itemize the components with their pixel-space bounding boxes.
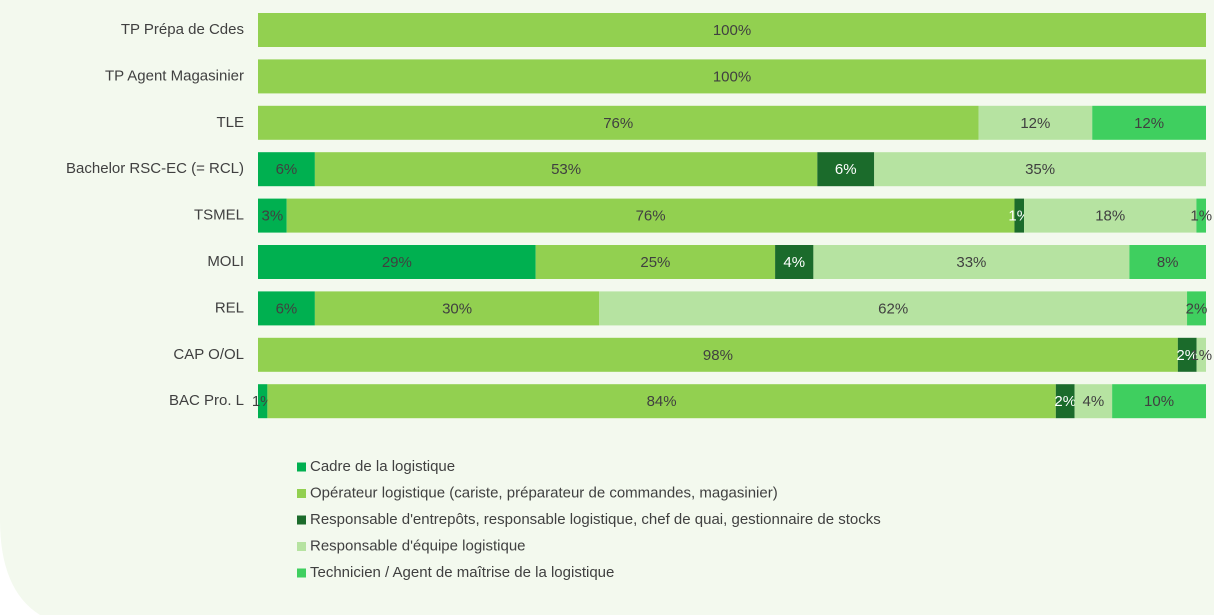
- data-label: 62%: [878, 300, 908, 317]
- legend-label: Opérateur logistique (cariste, préparate…: [310, 484, 778, 501]
- data-label: 4%: [783, 254, 805, 271]
- data-label: 76%: [603, 115, 633, 132]
- legend-label: Technicien / Agent de maîtrise de la log…: [310, 564, 614, 581]
- bar-segment: [813, 245, 1130, 279]
- bar-segment: [314, 291, 600, 326]
- legend-label: Responsable d'entrepôts, responsable log…: [310, 511, 881, 528]
- data-label: 6%: [276, 161, 298, 178]
- bar-segment: [258, 105, 979, 140]
- legend-swatch: [297, 568, 306, 578]
- bar-segment: [775, 245, 814, 279]
- bar-segment: [286, 198, 1015, 233]
- bar-segment: [258, 13, 1206, 47]
- bar-segment: [978, 105, 1093, 140]
- bar-segment: [258, 245, 536, 279]
- data-label: 3%: [262, 208, 284, 225]
- data-label: 25%: [640, 254, 670, 271]
- data-label: 18%: [1095, 208, 1125, 225]
- bar-segment: [1187, 291, 1206, 326]
- category-label: TLE: [216, 114, 244, 131]
- category-label: Bachelor RSC-EC (= RCL): [66, 160, 244, 177]
- data-label: 30%: [442, 300, 472, 317]
- bar-segment: [535, 245, 776, 279]
- data-label: 1%: [1190, 347, 1212, 364]
- data-label: 29%: [382, 254, 412, 271]
- category-label: TP Agent Magasinier: [105, 67, 244, 84]
- bar-segment: [258, 59, 1206, 94]
- bar-segment: [874, 152, 1206, 187]
- legend-swatch: [297, 462, 306, 472]
- legend-swatch: [297, 542, 306, 551]
- bar-segment: [258, 291, 315, 326]
- bar-segment: [1112, 384, 1206, 419]
- bar-segment: [1177, 337, 1197, 372]
- category-label: MOLI: [207, 253, 244, 270]
- data-label: 98%: [703, 347, 733, 364]
- data-label: 6%: [276, 300, 298, 317]
- category-label: CAP O/OL: [173, 346, 244, 363]
- bar-segment: [258, 198, 287, 233]
- legend-label: Cadre de la logistique: [310, 458, 455, 475]
- data-label: 76%: [636, 208, 666, 225]
- data-label: 53%: [551, 161, 581, 178]
- bar-segment: [258, 384, 268, 419]
- bar-segment: [1092, 105, 1206, 140]
- bar-segment: [1196, 198, 1206, 233]
- data-label: 6%: [835, 161, 857, 178]
- data-label: 84%: [647, 393, 677, 410]
- data-label: 8%: [1157, 254, 1179, 271]
- data-label: 2%: [1176, 347, 1198, 364]
- data-label: 2%: [1186, 300, 1208, 317]
- data-label: 12%: [1020, 115, 1050, 132]
- bar-segment: [817, 152, 875, 187]
- legend-swatch: [297, 489, 306, 498]
- bar-segment: [1055, 384, 1075, 419]
- bar-segment: [258, 337, 1178, 372]
- data-label: 100%: [713, 22, 751, 39]
- bar-segment: [267, 384, 1056, 419]
- data-label: 2%: [1054, 393, 1076, 410]
- data-label: 35%: [1025, 161, 1055, 178]
- bar-segment: [1196, 337, 1206, 372]
- bar-segment: [314, 152, 818, 187]
- bar-segment: [1014, 198, 1025, 233]
- bar-segment: [1074, 384, 1113, 419]
- category-label: TSMEL: [194, 207, 244, 224]
- legend-swatch: [297, 515, 306, 525]
- category-label: TP Prépa de Cdes: [121, 21, 244, 38]
- bar-segment: [258, 152, 315, 187]
- bar-segment: [599, 291, 1188, 326]
- bar-segment: [1129, 245, 1206, 279]
- category-label: REL: [215, 299, 244, 316]
- legend-label: Responsable d'équipe logistique: [310, 537, 526, 554]
- data-label: 1%: [1190, 208, 1212, 225]
- bar-segment: [1024, 198, 1197, 233]
- data-label: 10%: [1144, 393, 1174, 410]
- data-label: 33%: [956, 254, 986, 271]
- data-label: 4%: [1083, 393, 1105, 410]
- category-label: BAC Pro. L: [169, 392, 244, 409]
- data-label: 100%: [713, 68, 751, 85]
- data-label: 12%: [1134, 115, 1164, 132]
